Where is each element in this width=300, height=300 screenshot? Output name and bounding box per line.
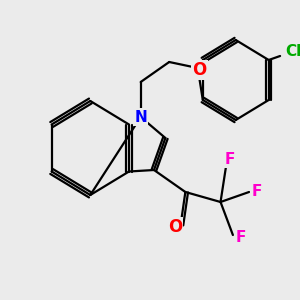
Text: F: F [225, 152, 235, 166]
Text: F: F [235, 230, 246, 244]
Text: Cl: Cl [285, 44, 300, 59]
Text: F: F [251, 184, 262, 200]
Text: N: N [134, 110, 147, 124]
Text: O: O [168, 218, 182, 236]
Text: O: O [193, 61, 207, 79]
